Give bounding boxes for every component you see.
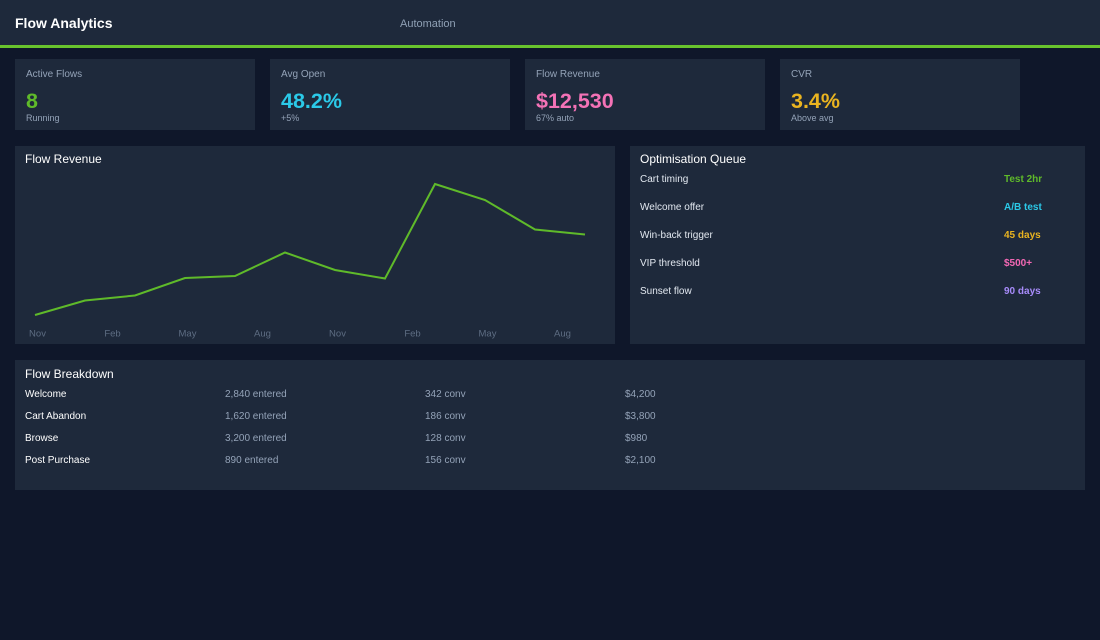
svg-text:Nov: Nov bbox=[29, 329, 46, 340]
svg-text:Feb: Feb bbox=[404, 329, 420, 340]
svg-text:Aug: Aug bbox=[254, 329, 271, 340]
svg-text:May: May bbox=[179, 329, 197, 340]
svg-text:Aug: Aug bbox=[554, 329, 571, 340]
svg-text:Feb: Feb bbox=[104, 329, 120, 340]
svg-text:Nov: Nov bbox=[329, 329, 346, 340]
svg-text:May: May bbox=[479, 329, 497, 340]
